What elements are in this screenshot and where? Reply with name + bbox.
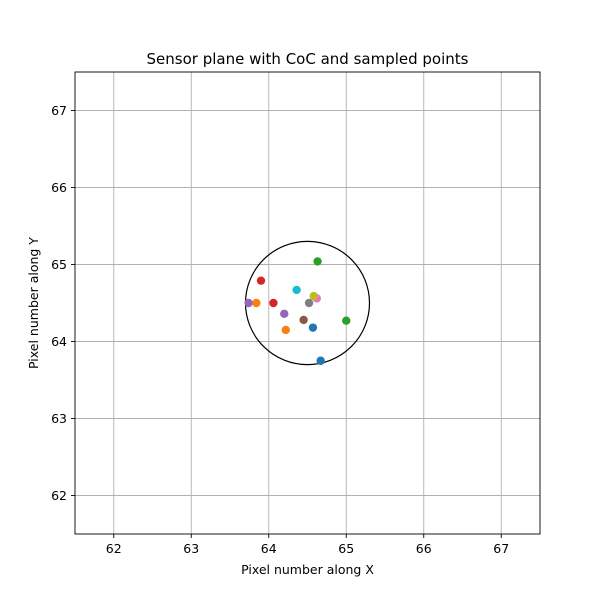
y-axis-label: Pixel number along Y [26,237,41,369]
sample-point [299,315,308,325]
plot-area [244,240,371,366]
y-tick-label: 66 [51,180,67,195]
sample-point [292,285,301,295]
sample-point [316,356,325,365]
grid-lines [75,72,540,534]
x-tick-label: 63 [183,541,199,556]
x-tick-label: 64 [261,541,277,556]
x-tick-label: 66 [416,541,432,556]
sample-point [281,325,290,335]
axes-frame [74,71,541,535]
sample-point [280,309,289,318]
sample-point [244,298,253,308]
sample-point [252,298,261,308]
sample-point [256,276,266,285]
sample-point [269,298,278,308]
y-tick-label: 64 [51,334,67,349]
y-tick-label: 65 [51,257,67,272]
sample-point [313,257,322,266]
x-tick-label: 62 [106,541,122,556]
sample-point [304,298,314,308]
y-tick-label: 63 [51,411,67,426]
sample-point [342,316,351,325]
axis-ticks: 62 63 64 65 66 67 62 63 64 65 66 67 [51,103,509,556]
chart-title: Sensor plane with CoC and sampled points [147,50,469,68]
x-tick-label: 65 [338,541,354,556]
x-tick-label: 67 [493,541,509,556]
sample-point [308,323,318,332]
x-axis-label: Pixel number along X [241,562,374,577]
sample-point [309,291,318,301]
y-tick-label: 67 [51,103,67,118]
y-tick-label: 62 [51,488,67,503]
